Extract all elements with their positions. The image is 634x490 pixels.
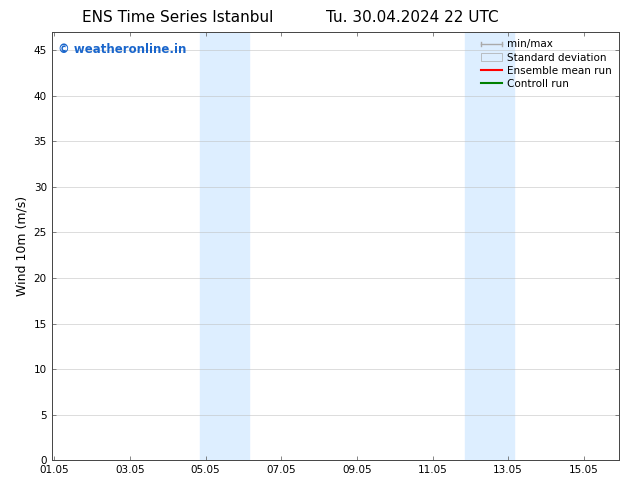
Text: © weatheronline.in: © weatheronline.in [58,43,187,56]
Bar [200,32,249,460]
Y-axis label: Wind 10m (m/s): Wind 10m (m/s) [15,196,28,296]
Text: Tu. 30.04.2024 22 UTC: Tu. 30.04.2024 22 UTC [326,10,498,25]
Legend: min/max, Standard deviation, Ensemble mean run, Controll run: min/max, Standard deviation, Ensemble me… [479,37,614,91]
Bar [465,32,514,460]
Text: ENS Time Series Istanbul: ENS Time Series Istanbul [82,10,273,25]
